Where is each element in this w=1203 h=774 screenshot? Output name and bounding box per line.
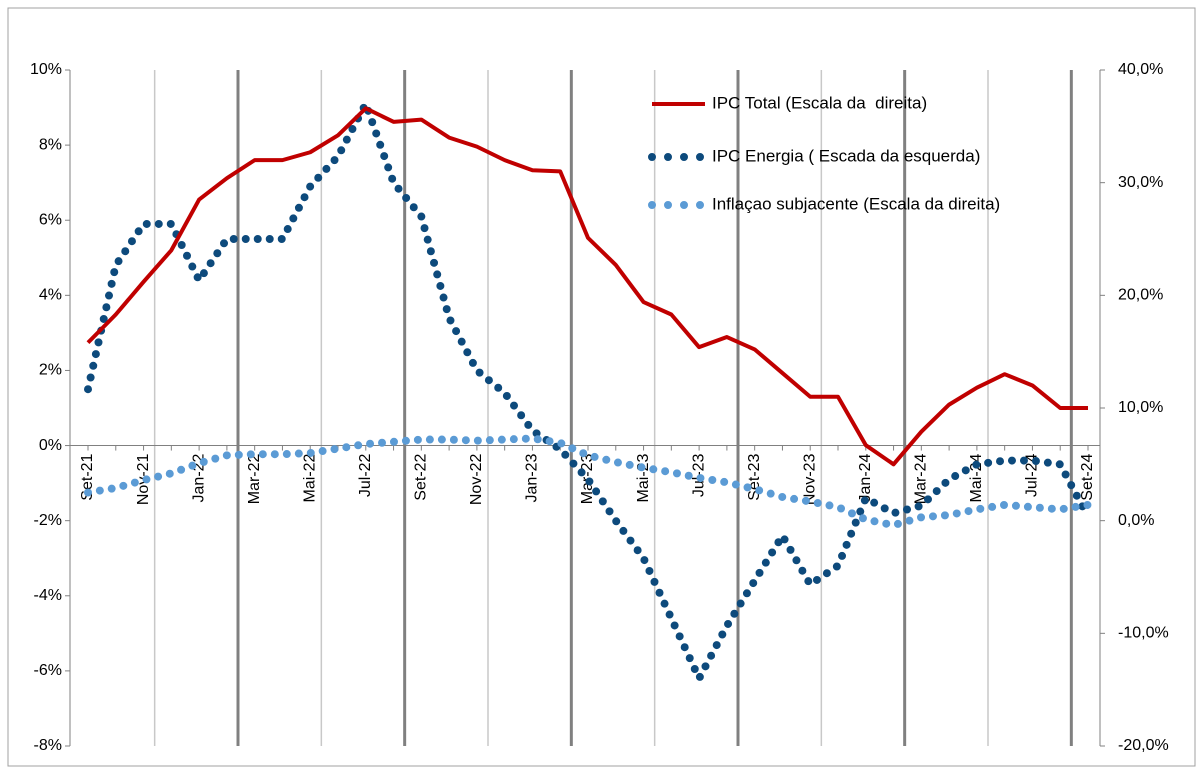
y2-tick-label: -10,0% [1118, 625, 1169, 642]
series-line [84, 99, 1092, 683]
x-tick-label: Nov-23 [801, 453, 818, 505]
legend-label: Inflaçao subjacente (Escala da direita) [712, 194, 1000, 213]
x-tick-label: Set-22 [413, 453, 430, 500]
legend-label: IPC Energia ( Escada da esquerda) [712, 146, 980, 165]
x-tick-label: Set-24 [1079, 453, 1096, 500]
y-tick-label: 4% [39, 287, 62, 304]
legend-label: IPC Total (Escala da direita) [712, 93, 927, 112]
x-tick-label: Set-21 [79, 453, 96, 500]
x-tick-label: Mai-23 [635, 453, 652, 502]
y-tick-label: 0% [39, 437, 62, 454]
y2-tick-label: 0,0% [1118, 512, 1154, 529]
x-tick-label: Mar-22 [246, 453, 263, 504]
x-tick-label: Nov-22 [468, 453, 485, 505]
x-tick-label: Jul-22 [357, 453, 374, 497]
y-tick-label: 10% [30, 61, 62, 78]
y-tick-label: -2% [34, 512, 62, 529]
x-tick-label: Mai-22 [301, 453, 318, 502]
x-tick-label: Mai-24 [968, 453, 985, 502]
x-tick-label: Jan-23 [524, 453, 541, 502]
y2-tick-label: 20,0% [1118, 287, 1163, 304]
y-tick-label: 8% [39, 136, 62, 153]
y2-tick-label: 10,0% [1118, 399, 1163, 416]
y-tick-label: -8% [34, 737, 62, 754]
y2-tick-label: 30,0% [1118, 174, 1163, 191]
x-tick-label: Mar-24 [913, 453, 930, 504]
y-tick-label: 2% [39, 362, 62, 379]
y2-tick-label: 40,0% [1118, 61, 1163, 78]
y-tick-label: 6% [39, 211, 62, 228]
chart-frame [7, 7, 1196, 767]
series-line [86, 106, 1088, 467]
series-line [84, 434, 1092, 530]
y-tick-label: -6% [34, 662, 62, 679]
x-tick-label: Jan-24 [857, 453, 874, 502]
y2-tick-label: -20,0% [1118, 737, 1169, 754]
y-tick-label: -4% [34, 587, 62, 604]
